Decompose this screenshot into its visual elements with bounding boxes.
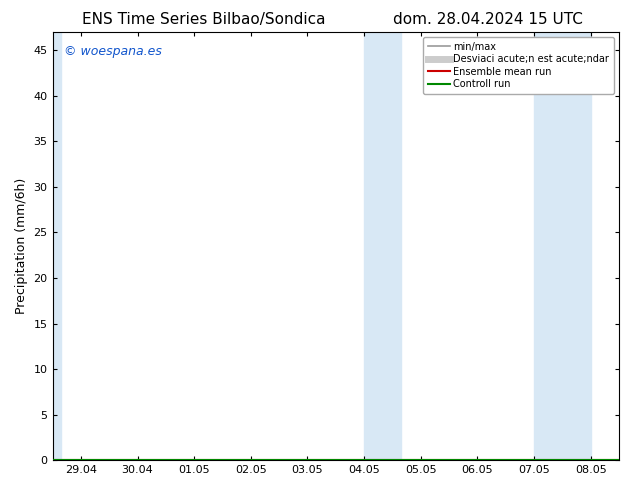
Text: © woespana.es: © woespana.es xyxy=(64,45,162,58)
Y-axis label: Precipitation (mm/6h): Precipitation (mm/6h) xyxy=(15,178,28,314)
Text: ENS Time Series Bilbao/Sondica: ENS Time Series Bilbao/Sondica xyxy=(82,12,326,27)
Bar xyxy=(534,32,591,460)
Text: dom. 28.04.2024 15 UTC: dom. 28.04.2024 15 UTC xyxy=(393,12,583,27)
Bar xyxy=(53,32,61,460)
Legend: min/max, Desviaci acute;n est acute;ndar, Ensemble mean run, Controll run: min/max, Desviaci acute;n est acute;ndar… xyxy=(424,37,614,94)
Bar xyxy=(364,32,401,460)
